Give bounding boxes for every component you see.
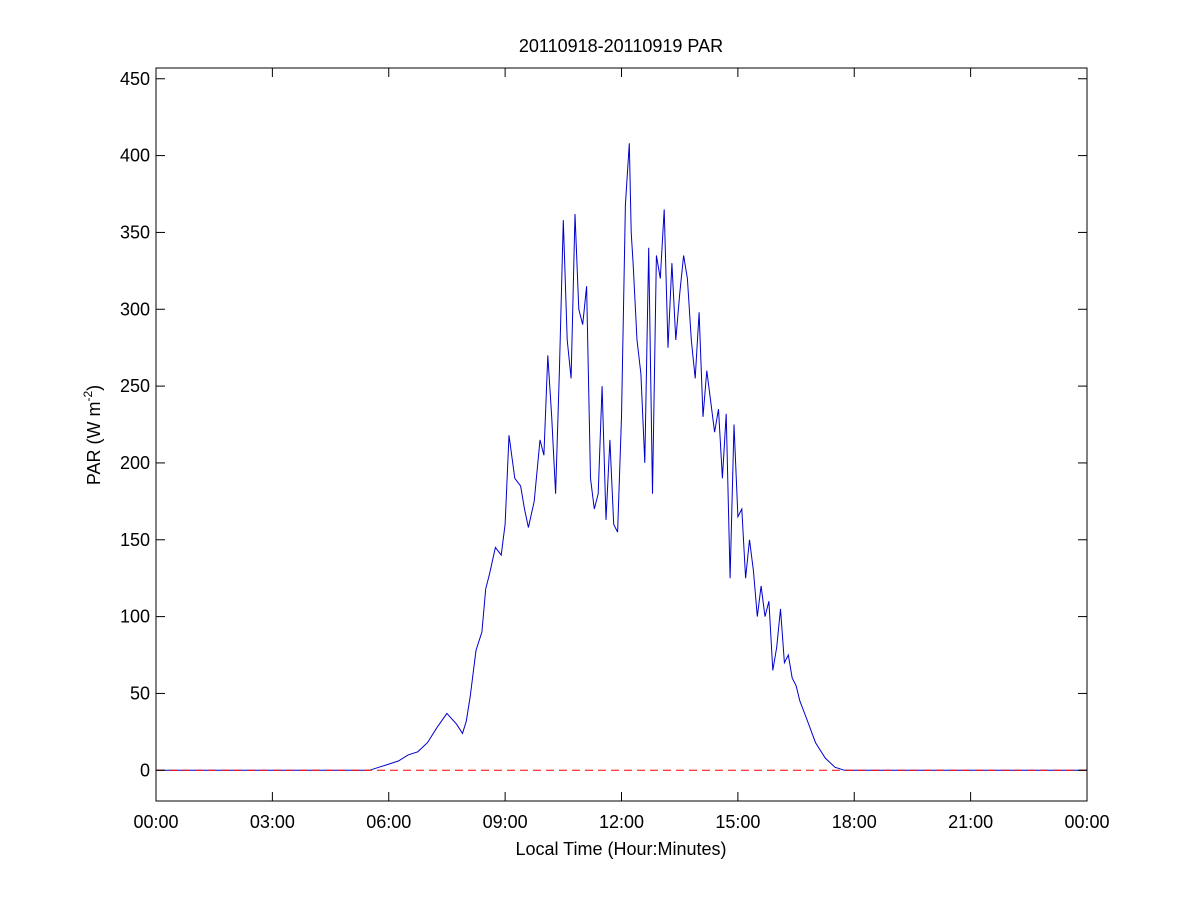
y-tick-label: 150 (120, 530, 150, 550)
y-tick-label: 100 (120, 607, 150, 627)
y-axis-label: PAR (W m-2) (81, 385, 104, 485)
tick-marks (155, 68, 1088, 801)
chart-title: 20110918-20110919 PAR (519, 36, 723, 56)
y-tick-label: 250 (120, 376, 150, 396)
x-tick-label: 09:00 (483, 812, 528, 832)
y-tick-label: 400 (120, 146, 150, 166)
y-tick-label: 50 (130, 683, 150, 703)
par-series-line (156, 143, 1087, 771)
x-tick-label: 18:00 (832, 812, 877, 832)
x-tick-label: 06:00 (366, 812, 411, 832)
y-axis-label-main: PAR (W m (84, 402, 104, 486)
y-tick-label: 300 (120, 299, 150, 319)
x-tick-label: 12:00 (599, 812, 644, 832)
series-layer (156, 143, 1087, 771)
x-tick-label: 03:00 (250, 812, 295, 832)
x-tick-labels: 00:00 03:00 06:00 09:00 12:00 15:00 18:00 21:00… (133, 812, 1109, 832)
x-tick-label: 00:00 (1064, 812, 1109, 832)
axes-box (155, 67, 1088, 802)
plot-area (155, 67, 1088, 802)
x-tick-label: 00:00 (133, 812, 178, 832)
y-axis-label-superscript: -2 (81, 391, 95, 402)
x-tick-label: 21:00 (948, 812, 993, 832)
y-tick-label: 450 (120, 69, 150, 89)
y-axis-label-close: ) (84, 385, 104, 391)
y-tick-label: 0 (140, 760, 150, 780)
y-tick-label: 200 (120, 453, 150, 473)
y-tick-labels: 0 50 100 150 200 250 300 350 400 450 (120, 69, 150, 781)
x-axis-label: Local Time (Hour:Minutes) (515, 839, 726, 859)
y-tick-label: 350 (120, 222, 150, 242)
x-tick-label: 15:00 (715, 812, 760, 832)
